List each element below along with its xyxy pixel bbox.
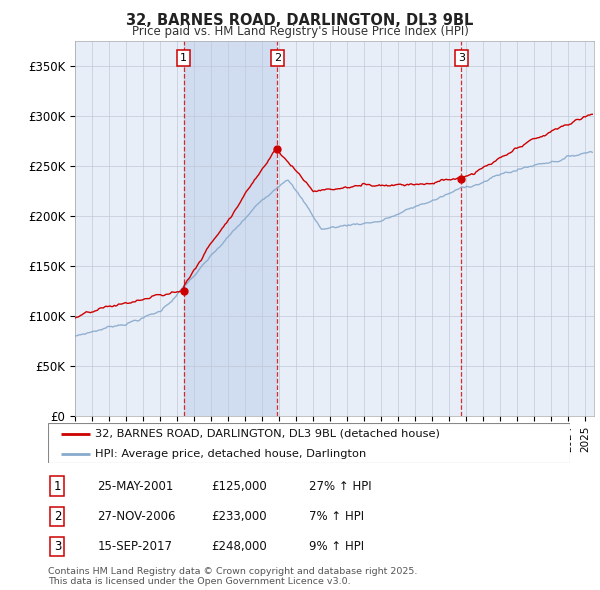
Text: 9% ↑ HPI: 9% ↑ HPI: [309, 540, 364, 553]
Text: 3: 3: [54, 540, 61, 553]
Text: 2: 2: [53, 510, 61, 523]
Text: £233,000: £233,000: [212, 510, 267, 523]
Text: Contains HM Land Registry data © Crown copyright and database right 2025.
This d: Contains HM Land Registry data © Crown c…: [48, 567, 418, 586]
Text: 7% ↑ HPI: 7% ↑ HPI: [309, 510, 364, 523]
Text: 3: 3: [458, 53, 465, 63]
Bar: [184, 41, 277, 416]
Text: £125,000: £125,000: [211, 480, 267, 493]
Text: 32, BARNES ROAD, DARLINGTON, DL3 9BL: 32, BARNES ROAD, DARLINGTON, DL3 9BL: [127, 13, 473, 28]
Text: 27-NOV-2006: 27-NOV-2006: [98, 510, 176, 523]
Text: 2: 2: [274, 53, 281, 63]
Text: Price paid vs. HM Land Registry's House Price Index (HPI): Price paid vs. HM Land Registry's House …: [131, 25, 469, 38]
Text: 15-SEP-2017: 15-SEP-2017: [98, 540, 173, 553]
Text: 1: 1: [53, 480, 61, 493]
Text: 32, BARNES ROAD, DARLINGTON, DL3 9BL (detached house): 32, BARNES ROAD, DARLINGTON, DL3 9BL (de…: [95, 429, 440, 439]
Text: 1: 1: [180, 53, 187, 63]
Text: £248,000: £248,000: [211, 540, 267, 553]
Text: 27% ↑ HPI: 27% ↑ HPI: [309, 480, 371, 493]
Text: 25-MAY-2001: 25-MAY-2001: [98, 480, 174, 493]
Text: HPI: Average price, detached house, Darlington: HPI: Average price, detached house, Darl…: [95, 450, 366, 460]
